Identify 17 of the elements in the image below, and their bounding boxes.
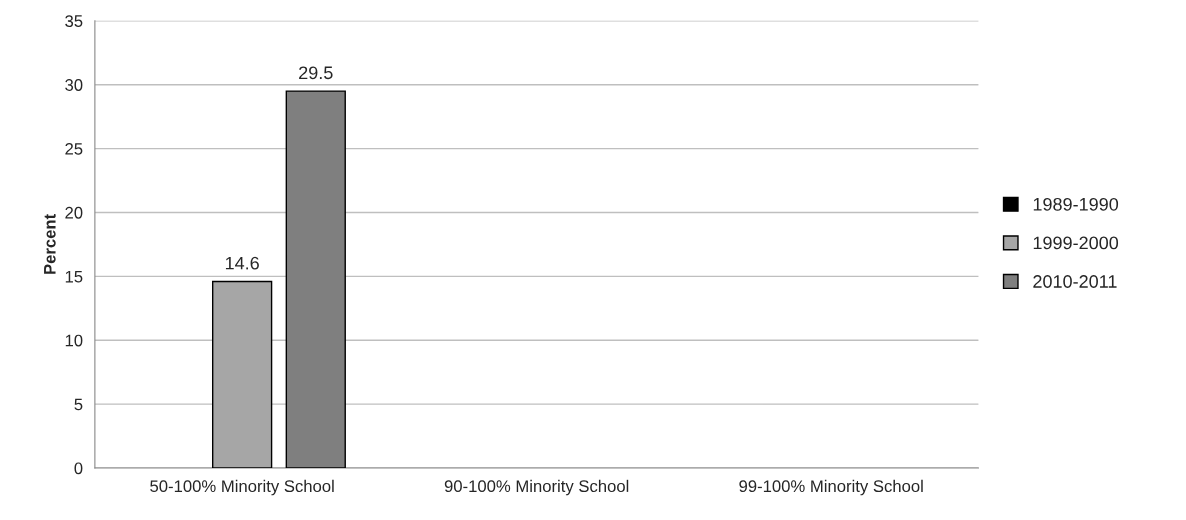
- y-tick-label: 5: [74, 398, 83, 411]
- x-tick-label: 50-100% Minority School: [150, 479, 334, 496]
- y-tick-label: 30: [65, 79, 83, 91]
- legend-label: 1989-1990: [1033, 197, 1119, 211]
- y-tick-label: 25: [65, 142, 83, 155]
- x-tick-label: 99-100% Minority School: [739, 479, 923, 496]
- data-label: 29.5: [299, 66, 333, 80]
- legend-label: 2010-2011: [1033, 275, 1117, 288]
- data-label: 14.6: [225, 256, 259, 270]
- y-tick-label: 35: [65, 15, 83, 27]
- y-tick-label: 10: [65, 334, 83, 347]
- y-tick-label: 15: [65, 270, 83, 283]
- y-tick-label: 20: [65, 206, 83, 219]
- x-tick-label: 90-100% Minority School: [444, 479, 629, 496]
- y-tick-label: 0: [74, 462, 83, 475]
- legend-label: 1999-2000: [1033, 236, 1119, 250]
- y-axis-title: Percent: [44, 214, 56, 274]
